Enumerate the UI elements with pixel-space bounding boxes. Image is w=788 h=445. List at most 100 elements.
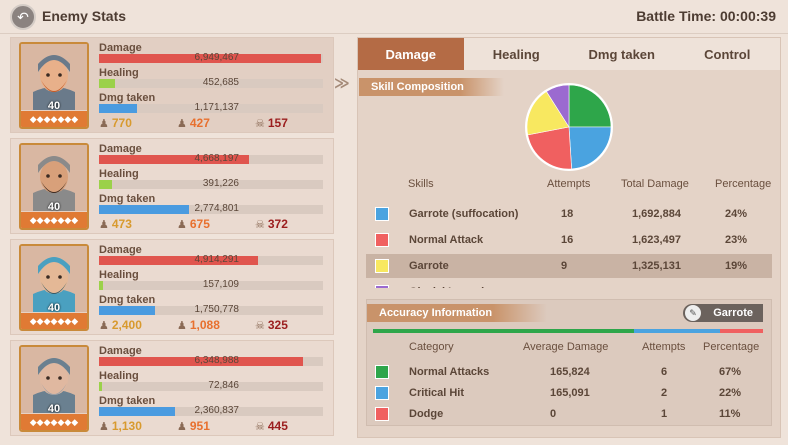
dmg-taken-value: 2,360,837	[194, 405, 240, 416]
skill-percentage: 19%	[725, 260, 748, 272]
skill-row[interactable]: Garrote (suffocation) 18 1,692,884 24%	[366, 202, 772, 226]
healing-bar-fill	[99, 79, 115, 88]
wounded-icon: ♟	[177, 218, 187, 231]
skill-attempts: 16	[561, 234, 574, 246]
healing-label: Healing	[99, 168, 139, 180]
hero-portrait: 40 ◆◆◆◆◆◆◆	[19, 345, 89, 432]
healing-stat: Healing 452,685	[99, 67, 323, 88]
hero-level: 40	[47, 302, 61, 314]
count-3: ☠ 372	[255, 217, 333, 231]
page-title: Enemy Stats	[42, 8, 127, 24]
header-bar: ↶ Enemy Stats Battle Time: 00:00:39	[0, 0, 788, 34]
dmg-taken-label: Dmg taken	[99, 92, 156, 104]
accuracy-title: Accuracy Information	[367, 304, 547, 322]
count-2-value: 1,088	[189, 318, 220, 332]
damage-stat: Damage 6,949,467	[99, 42, 323, 63]
wounded-icon: ♟	[177, 319, 187, 332]
count-1: ♟ 473	[99, 217, 177, 231]
accuracy-skill-name: Garrote	[713, 307, 753, 319]
category-name: Normal Attacks	[409, 366, 490, 378]
damage-bar: 4,668,197	[99, 153, 323, 164]
star-rating: ◆◆◆◆◆◆◆	[21, 111, 87, 127]
count-1-value: 770	[111, 116, 132, 130]
skill-percentage: 24%	[725, 208, 748, 220]
tab-damage[interactable]: Damage	[358, 38, 464, 70]
dmg-taken-label: Dmg taken	[99, 193, 156, 205]
tab-control[interactable]: Control	[704, 46, 751, 62]
healing-value: 72,846	[208, 380, 239, 391]
pie-slice	[546, 84, 570, 129]
damage-label: Damage	[99, 244, 142, 256]
category-name: Dodge	[409, 408, 444, 420]
skull-icon: ☠	[255, 420, 265, 433]
skills-list[interactable]: Garrote (suffocation) 18 1,692,884 24% N…	[358, 198, 780, 288]
healing-value: 157,109	[202, 279, 239, 290]
dmg-taken-bar-fill	[99, 104, 138, 113]
damage-stat: Damage 6,348,988	[99, 345, 323, 366]
tab-healing[interactable]: Healing	[492, 46, 540, 62]
count-2-value: 951	[189, 419, 210, 433]
skill-row[interactable]: Normal Attack 16 1,623,497 23%	[366, 228, 772, 252]
damage-bar: 6,949,467	[99, 52, 323, 63]
healing-bar: 391,226	[99, 178, 323, 189]
col-category: Category	[409, 341, 454, 353]
damage-stat: Damage 4,914,291	[99, 244, 323, 265]
wounded-icon: ♟	[177, 117, 187, 130]
hero-list: 40 ◆◆◆◆◆◆◆ Damage 6,949,467 Healing 452,…	[10, 37, 334, 441]
category-average-damage: 165,091	[550, 387, 590, 399]
dmg-taken-bar-fill	[99, 407, 176, 416]
count-3: ☠ 445	[255, 419, 333, 433]
accuracy-row: Dodge 0 1 11%	[367, 404, 773, 424]
hero-card[interactable]: 40 ◆◆◆◆◆◆◆ Damage 4,914,291 Healing 157,…	[10, 239, 334, 335]
count-1-value: 473	[111, 217, 132, 231]
hero-level: 40	[47, 100, 61, 112]
category-average-damage: 165,824	[550, 366, 590, 378]
dmg-taken-bar: 1,171,137	[99, 102, 323, 113]
count-3-value: 372	[267, 217, 288, 231]
healing-stat: Healing 391,226	[99, 168, 323, 189]
pie-slice	[526, 91, 570, 136]
category-color-swatch	[375, 407, 389, 421]
healing-bar-fill	[99, 382, 103, 391]
skill-color-swatch	[375, 207, 389, 221]
back-button[interactable]: ↶	[10, 4, 36, 30]
dmg-taken-bar: 1,750,778	[99, 304, 323, 315]
hero-card[interactable]: 40 ◆◆◆◆◆◆◆ Damage 6,348,988 Healing 72,8…	[10, 340, 334, 436]
dmg-taken-stat: Dmg taken 2,774,801	[99, 193, 323, 214]
tab-dmg-taken[interactable]: Dmg taken	[588, 46, 655, 62]
col-percentage: Percentage	[715, 178, 772, 190]
col-average-damage: Average Damage	[523, 341, 609, 353]
skill-pie-chart	[525, 83, 613, 171]
count-3-value: 445	[267, 419, 288, 433]
accuracy-skill-selector[interactable]: ✎ Garrote	[683, 304, 763, 322]
count-1-value: 2,400	[111, 318, 142, 332]
hero-counts: ♟ 2,400 ♟ 1,088 ☠ 325	[99, 318, 333, 332]
accuracy-row: Normal Attacks 165,824 6 67%	[367, 362, 773, 382]
skill-row[interactable]: Glacial Incursion	[366, 280, 772, 288]
count-2-value: 427	[189, 116, 210, 130]
healing-bar-fill	[99, 281, 104, 290]
damage-bar-fill	[99, 357, 303, 366]
accuracy-box: Accuracy Information ✎ Garrote Category …	[366, 299, 772, 426]
healing-value: 391,226	[202, 178, 239, 189]
healing-stat: Healing 72,846	[99, 370, 323, 391]
troop-icon: ♟	[99, 420, 109, 433]
dmg-taken-bar: 2,360,837	[99, 405, 323, 416]
hero-counts: ♟ 1,130 ♟ 951 ☠ 445	[99, 419, 333, 433]
hero-card[interactable]: 40 ◆◆◆◆◆◆◆ Damage 6,949,467 Healing 452,…	[10, 37, 334, 133]
skill-total-damage: 1,325,131	[632, 260, 681, 272]
damage-label: Damage	[99, 143, 142, 155]
skull-icon: ☠	[255, 319, 265, 332]
star-rating: ◆◆◆◆◆◆◆	[21, 212, 87, 228]
skill-total-damage: 1,692,884	[632, 208, 681, 220]
healing-bar: 157,109	[99, 279, 323, 290]
hero-card[interactable]: 40 ◆◆◆◆◆◆◆ Damage 4,668,197 Healing 391,…	[10, 138, 334, 234]
skill-attempts: 18	[561, 208, 574, 220]
category-percentage: 11%	[719, 408, 741, 420]
count-3: ☠ 157	[255, 116, 333, 130]
skill-row[interactable]: Garrote 9 1,325,131 19%	[366, 254, 772, 278]
skill-percentage: 23%	[725, 234, 748, 246]
troop-icon: ♟	[99, 218, 109, 231]
damage-bar-fill	[99, 155, 250, 164]
count-2: ♟ 675	[177, 217, 255, 231]
